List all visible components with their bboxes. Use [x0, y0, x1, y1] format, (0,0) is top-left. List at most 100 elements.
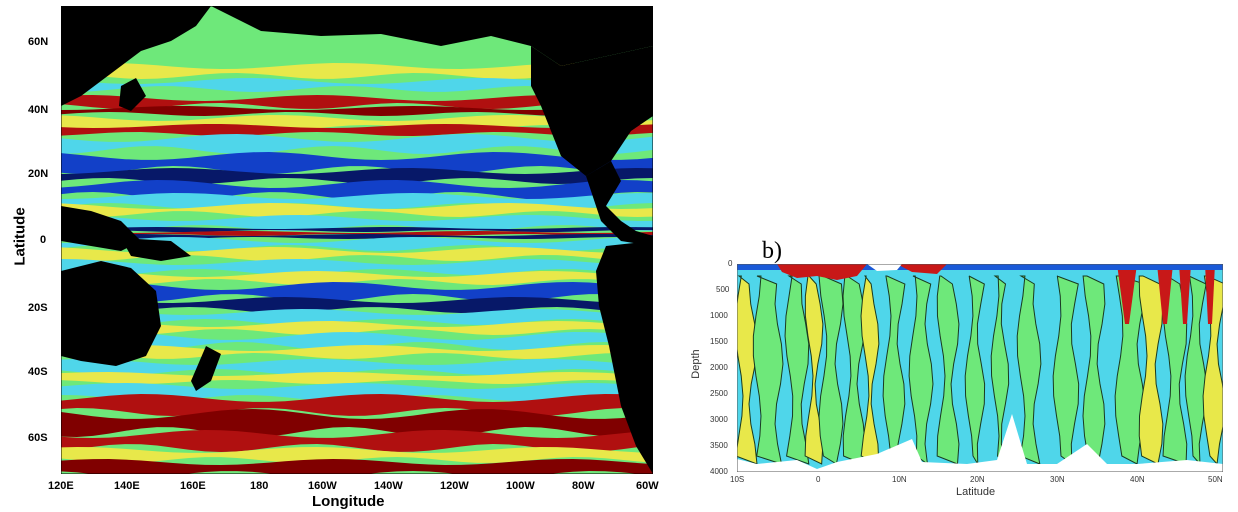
- section-column: [908, 275, 934, 466]
- warm-spike: [1157, 264, 1173, 324]
- bottom-topography: [737, 414, 1223, 472]
- section-column: [964, 275, 986, 466]
- surface-band: [737, 264, 1223, 270]
- section-column: [1114, 275, 1146, 465]
- map-ytick: 20S: [28, 302, 48, 314]
- surface-warm-mid: [897, 264, 947, 274]
- anomaly-band: [61, 271, 653, 285]
- map-xtick: 120E: [48, 480, 74, 492]
- warm-spike: [1205, 264, 1215, 324]
- anomaly-band: [61, 321, 653, 335]
- anomaly-band: [61, 227, 653, 232]
- map-xtick: 160E: [180, 480, 206, 492]
- section-plot-area: [737, 264, 1223, 472]
- anomaly-band: [61, 259, 653, 275]
- surface-warm-left: [777, 264, 867, 280]
- section-xtick: 50N: [1208, 475, 1223, 484]
- anomaly-band: [61, 193, 653, 209]
- panel-b-label: b): [762, 238, 782, 264]
- anomaly-band: [61, 359, 653, 375]
- anomaly-band: [61, 134, 653, 154]
- anomaly-band: [61, 63, 653, 79]
- land-japan: [119, 78, 146, 111]
- section-ytick: 3000: [710, 415, 728, 424]
- anomaly-band: [61, 237, 653, 251]
- warm-spike: [1117, 264, 1137, 324]
- map-xtick: 100W: [506, 480, 535, 492]
- section-columns: [737, 264, 1223, 466]
- anomaly-band: [61, 459, 653, 474]
- map-xtick: 80W: [572, 480, 595, 492]
- map-plot-area: [61, 6, 653, 474]
- anomaly-band: [61, 152, 653, 174]
- land-north-america: [531, 46, 653, 176]
- map-xtick: 140W: [374, 480, 403, 492]
- section-xtick: 30N: [1050, 475, 1065, 484]
- map-xtick: 120W: [440, 480, 469, 492]
- map-ylabel: Latitude: [11, 207, 29, 266]
- section-ytick: 2000: [710, 363, 728, 372]
- map-xtick: 60W: [636, 480, 659, 492]
- map-ytick: 60N: [28, 36, 49, 48]
- land-south-america: [596, 241, 653, 474]
- map-ytick: 40S: [28, 366, 48, 378]
- section-ytick: 0: [728, 259, 733, 268]
- section-xtick: 10S: [730, 475, 745, 484]
- section-ytick: 1000: [710, 311, 728, 320]
- map-xlabel: Longitude: [312, 493, 385, 510]
- land-masses: [61, 6, 653, 474]
- warm-spike: [1179, 264, 1191, 324]
- section-xtick: 40N: [1130, 475, 1145, 484]
- map-xtick: 160W: [308, 480, 337, 492]
- section-column: [818, 275, 844, 465]
- section-xtick: 0: [816, 475, 821, 484]
- map-xtick: 180: [250, 480, 269, 492]
- section-xtick: 20N: [970, 475, 985, 484]
- anomaly-band: [61, 234, 653, 239]
- section-column: [1016, 275, 1042, 465]
- section-column: [1184, 275, 1208, 466]
- anomaly-band: [61, 332, 653, 350]
- map-ytick: 60S: [28, 432, 48, 444]
- surface-white-gap: [867, 264, 902, 271]
- anomaly-band: [61, 297, 653, 313]
- anomaly-band: [61, 78, 653, 92]
- section-ytick: 3500: [710, 441, 728, 450]
- panel-b-section: b) 0 500 1000 1500 2000 2500 3000 3500 4…: [680, 230, 1236, 512]
- anomaly-band: [61, 447, 653, 463]
- anomaly-band: [61, 95, 653, 109]
- land-indonesia: [61, 206, 141, 251]
- land-new-guinea: [121, 238, 191, 261]
- section-ytick: 1500: [710, 337, 728, 346]
- anomaly-band: [61, 372, 653, 384]
- section-xlabel: Latitude: [956, 486, 996, 498]
- land-new-zealand: [191, 346, 221, 391]
- land-central-america: [586, 161, 653, 246]
- section-xtick: 10N: [892, 475, 907, 484]
- anomaly-band: [61, 203, 653, 217]
- land-north: [211, 6, 653, 66]
- anomaly-band: [61, 282, 653, 302]
- land-australia: [61, 261, 161, 366]
- section-column: [1138, 275, 1164, 465]
- map-ytick: 40N: [28, 104, 49, 116]
- section-column: [804, 275, 824, 465]
- panel-a-label: a): [92, 42, 111, 68]
- anomaly-band: [61, 168, 653, 184]
- section-column: [752, 275, 784, 465]
- anomaly-band: [61, 124, 653, 136]
- section-ytick: 4000: [710, 467, 728, 476]
- anomaly-band: [61, 309, 653, 325]
- section-ytick: 2500: [710, 389, 728, 398]
- map-xtick: 140E: [114, 480, 140, 492]
- anomaly-band: [61, 383, 653, 401]
- land-asia: [61, 6, 211, 106]
- section-column: [936, 275, 960, 465]
- anomaly-band: [61, 231, 653, 236]
- anomaly-band: [61, 394, 653, 416]
- section-column: [1162, 275, 1188, 465]
- map-ytick: 20N: [28, 168, 49, 180]
- anomaly-band: [61, 247, 653, 261]
- map-ytick: 0: [40, 234, 47, 246]
- section-ylabel: Depth: [690, 349, 702, 379]
